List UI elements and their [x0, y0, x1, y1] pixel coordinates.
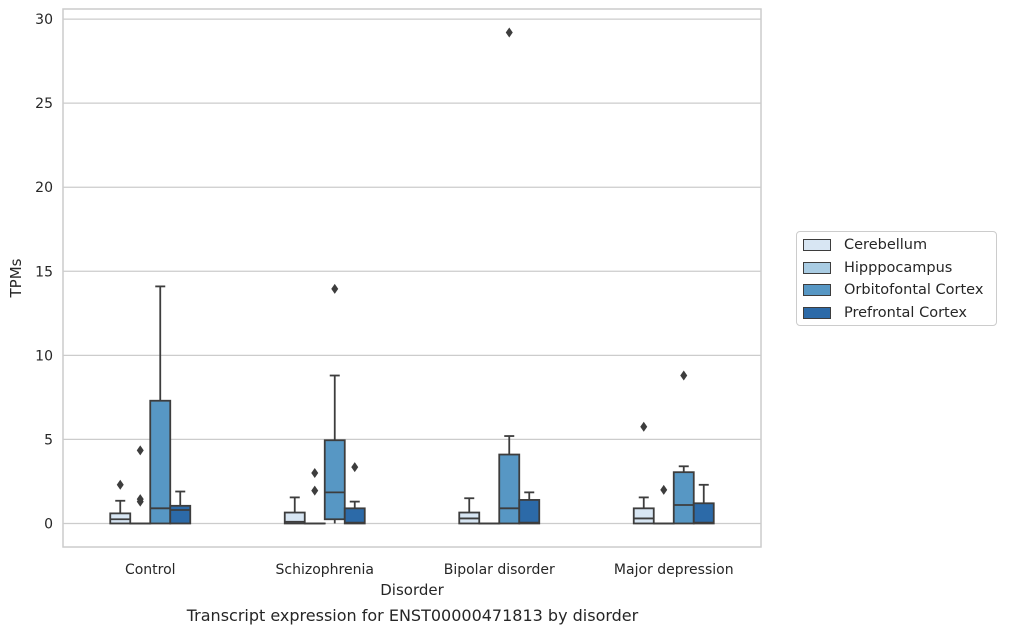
outlier-point: [136, 445, 144, 456]
box-major-depression-1: [652, 484, 675, 525]
legend-label: Cerebellum: [844, 237, 928, 253]
box-major-depression-3: [692, 483, 715, 525]
legend-label: Hipppocampus: [844, 260, 953, 276]
legend-label: Prefrontal Cortex: [844, 305, 967, 321]
tick-labels: 0 5 10 15 20 25 30 Control Schizophrenia Bipolar …: [35, 12, 733, 578]
box-iqr: [169, 504, 192, 525]
box-schizophrenia-1: [303, 468, 326, 525]
legend-label: Orbitofontal Cortex: [844, 282, 984, 298]
outlier-point: [680, 370, 688, 381]
box-iqr: [498, 453, 521, 525]
plot-area: [109, 27, 715, 525]
box-control-0: [109, 479, 132, 525]
outlier-point: [116, 479, 124, 490]
box-iqr: [632, 507, 655, 525]
box-schizophrenia-2: [323, 283, 346, 524]
y-tick-label: 0: [44, 516, 53, 532]
outlier-point: [311, 468, 319, 479]
box-iqr: [692, 502, 715, 525]
outlier-point: [505, 27, 513, 38]
legend-swatch: [803, 284, 831, 296]
outlier-point: [331, 283, 339, 294]
y-axis-label: TPMs: [7, 258, 25, 298]
box-iqr: [149, 399, 172, 525]
box-control-3: [169, 490, 192, 525]
legend-item-hippocampus: Hipppocampus: [803, 258, 952, 278]
box-major-depression-0: [632, 421, 655, 525]
box-bipolar-disorder-2: [498, 27, 521, 525]
legend-item-orbitofrontal-cortex: Orbitofontal Cortex: [803, 280, 983, 300]
box-control-1: [129, 445, 152, 525]
box-control-2: [149, 285, 172, 525]
gridlines: [63, 18, 761, 525]
box-iqr: [518, 499, 541, 525]
x-tick-label: Major depression: [614, 562, 734, 578]
box-bipolar-disorder-3: [518, 491, 541, 525]
x-tick-label: Bipolar disorder: [444, 562, 555, 578]
outlier-point: [351, 462, 359, 473]
legend: Cerebellum Hipppocampus Orbitofontal Cor…: [796, 231, 997, 326]
y-tick-label: 10: [35, 348, 53, 364]
legend-swatch: [803, 307, 831, 319]
y-tick-label: 15: [35, 264, 53, 280]
plot-frame: [62, 8, 762, 548]
legend-item-prefrontal-cortex: Prefrontal Cortex: [803, 303, 967, 323]
outlier-point: [311, 485, 319, 496]
y-tick-label: 20: [35, 180, 53, 196]
x-tick-label: Schizophrenia: [276, 562, 374, 578]
outlier-point: [640, 421, 648, 432]
box-iqr: [343, 507, 366, 525]
y-tick-label: 5: [44, 432, 53, 448]
chart-caption: Transcript expression for ENST0000047181…: [186, 606, 639, 625]
legend-swatch: [803, 239, 831, 251]
box-iqr: [283, 511, 306, 525]
y-tick-label: 30: [35, 12, 53, 28]
legend-item-cerebellum: Cerebellum: [803, 235, 927, 255]
box-bipolar-disorder-0: [458, 497, 481, 525]
x-axis-label: Disorder: [380, 581, 444, 599]
x-tick-label: Control: [125, 562, 176, 578]
box-major-depression-2: [672, 370, 695, 525]
y-tick-label: 25: [35, 96, 53, 112]
box-schizophrenia-3: [343, 462, 366, 525]
legend-swatch: [803, 262, 831, 274]
outlier-point: [660, 484, 668, 495]
box-schizophrenia-0: [283, 496, 306, 525]
box-iqr: [323, 439, 346, 521]
outlier-point: [136, 494, 144, 505]
box-iqr: [672, 471, 695, 525]
